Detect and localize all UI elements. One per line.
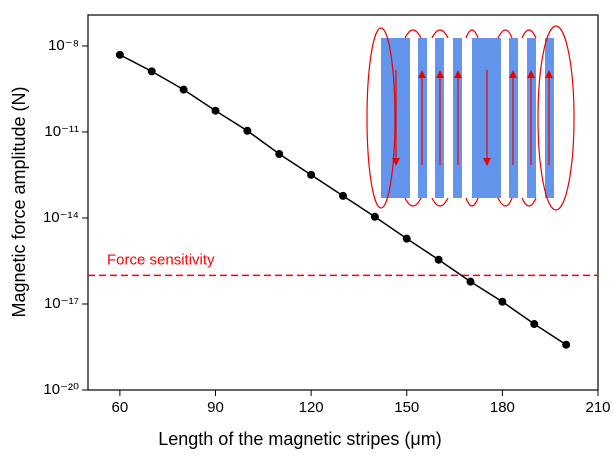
x-tick-label: 120: [299, 399, 324, 416]
inset-diagram: [366, 25, 575, 211]
data-point: [434, 255, 443, 264]
data-point: [370, 212, 379, 221]
plot-frame: [87, 14, 599, 391]
x-tick-label: 210: [585, 399, 610, 416]
data-point: [307, 170, 316, 179]
data-point: [147, 67, 156, 76]
reference-label: Force sensitivity: [107, 251, 215, 268]
data-point: [243, 126, 252, 135]
data-point: [179, 85, 188, 94]
data-point: [466, 277, 475, 286]
x-tick-label: 90: [207, 399, 224, 416]
x-tick-label: 180: [490, 399, 515, 416]
x-tick-label: 150: [394, 399, 419, 416]
y-tick-label: 10⁻¹⁴: [43, 209, 79, 226]
y-tick-label: 10⁻²⁰: [43, 381, 79, 398]
data-point: [275, 150, 284, 159]
y-axis-label: Magnetic force amplitude (N): [9, 86, 29, 317]
y-tick-label: 10⁻⁸: [48, 37, 79, 54]
y-tick-label: 10⁻¹¹: [44, 123, 79, 140]
data-point: [562, 340, 571, 349]
x-axis-label: Length of the magnetic stripes (μm): [158, 429, 442, 449]
data-point: [115, 50, 124, 59]
y-tick-label: 10⁻¹⁷: [44, 295, 79, 312]
data-point: [402, 234, 411, 243]
data-point: [498, 297, 507, 306]
data-point: [339, 191, 347, 200]
data-point: [211, 106, 220, 115]
x-tick-label: 60: [112, 399, 129, 416]
data-point: [530, 320, 539, 329]
